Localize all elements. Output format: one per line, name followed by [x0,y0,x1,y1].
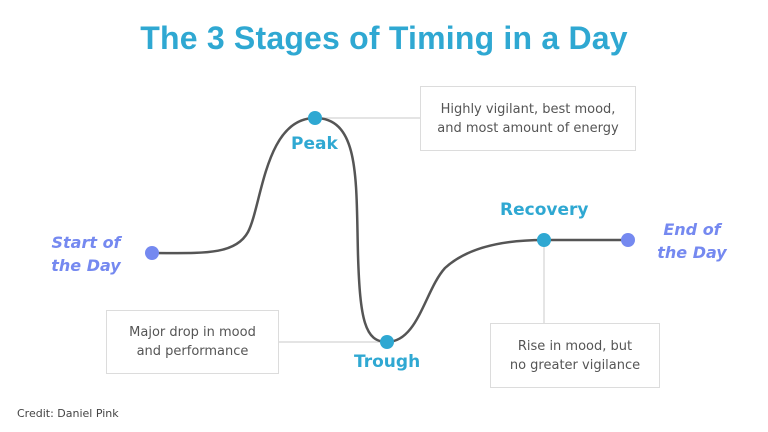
recovery-description-line1: Rise in mood, but [517,338,633,354]
recovery-point-dot [537,233,551,247]
trough-description-line1: Major drop in mood [129,325,256,340]
credit-text: Credit: Daniel Pink [17,407,119,420]
diagram-title: The 3 Stages of Timing in a Day [140,20,628,56]
energy-curve [151,116,628,344]
end-label-line2: the Day [657,243,727,262]
trough-label: Trough [354,352,421,372]
trough-description-box: Major drop in mood and performance [106,310,279,374]
recovery-description-line2: no greater vigilance [509,357,641,373]
peak-description-line1: Highly vigilant, best mood, [440,101,616,117]
peak-description-box: Highly vigilant, best mood, and most amo… [420,86,636,151]
start-point-dot [145,246,159,260]
trough-point-dot [380,335,394,349]
end-point-dot [621,233,635,247]
start-of-day-label: Start of the Day [44,231,128,277]
end-of-day-label: End of the Day [650,218,734,264]
peak-label: Peak [291,134,338,154]
trough-description-line2: and performance [136,344,249,359]
start-label-line2: the Day [51,256,121,275]
recovery-description-box: Rise in mood, but no greater vigilance [490,323,660,388]
peak-point-dot [308,111,322,125]
start-label-line1: Start of [51,233,121,252]
recovery-label: Recovery [500,200,589,220]
end-label-line1: End of [663,220,721,239]
peak-description-line2: and most amount of energy [437,120,619,136]
